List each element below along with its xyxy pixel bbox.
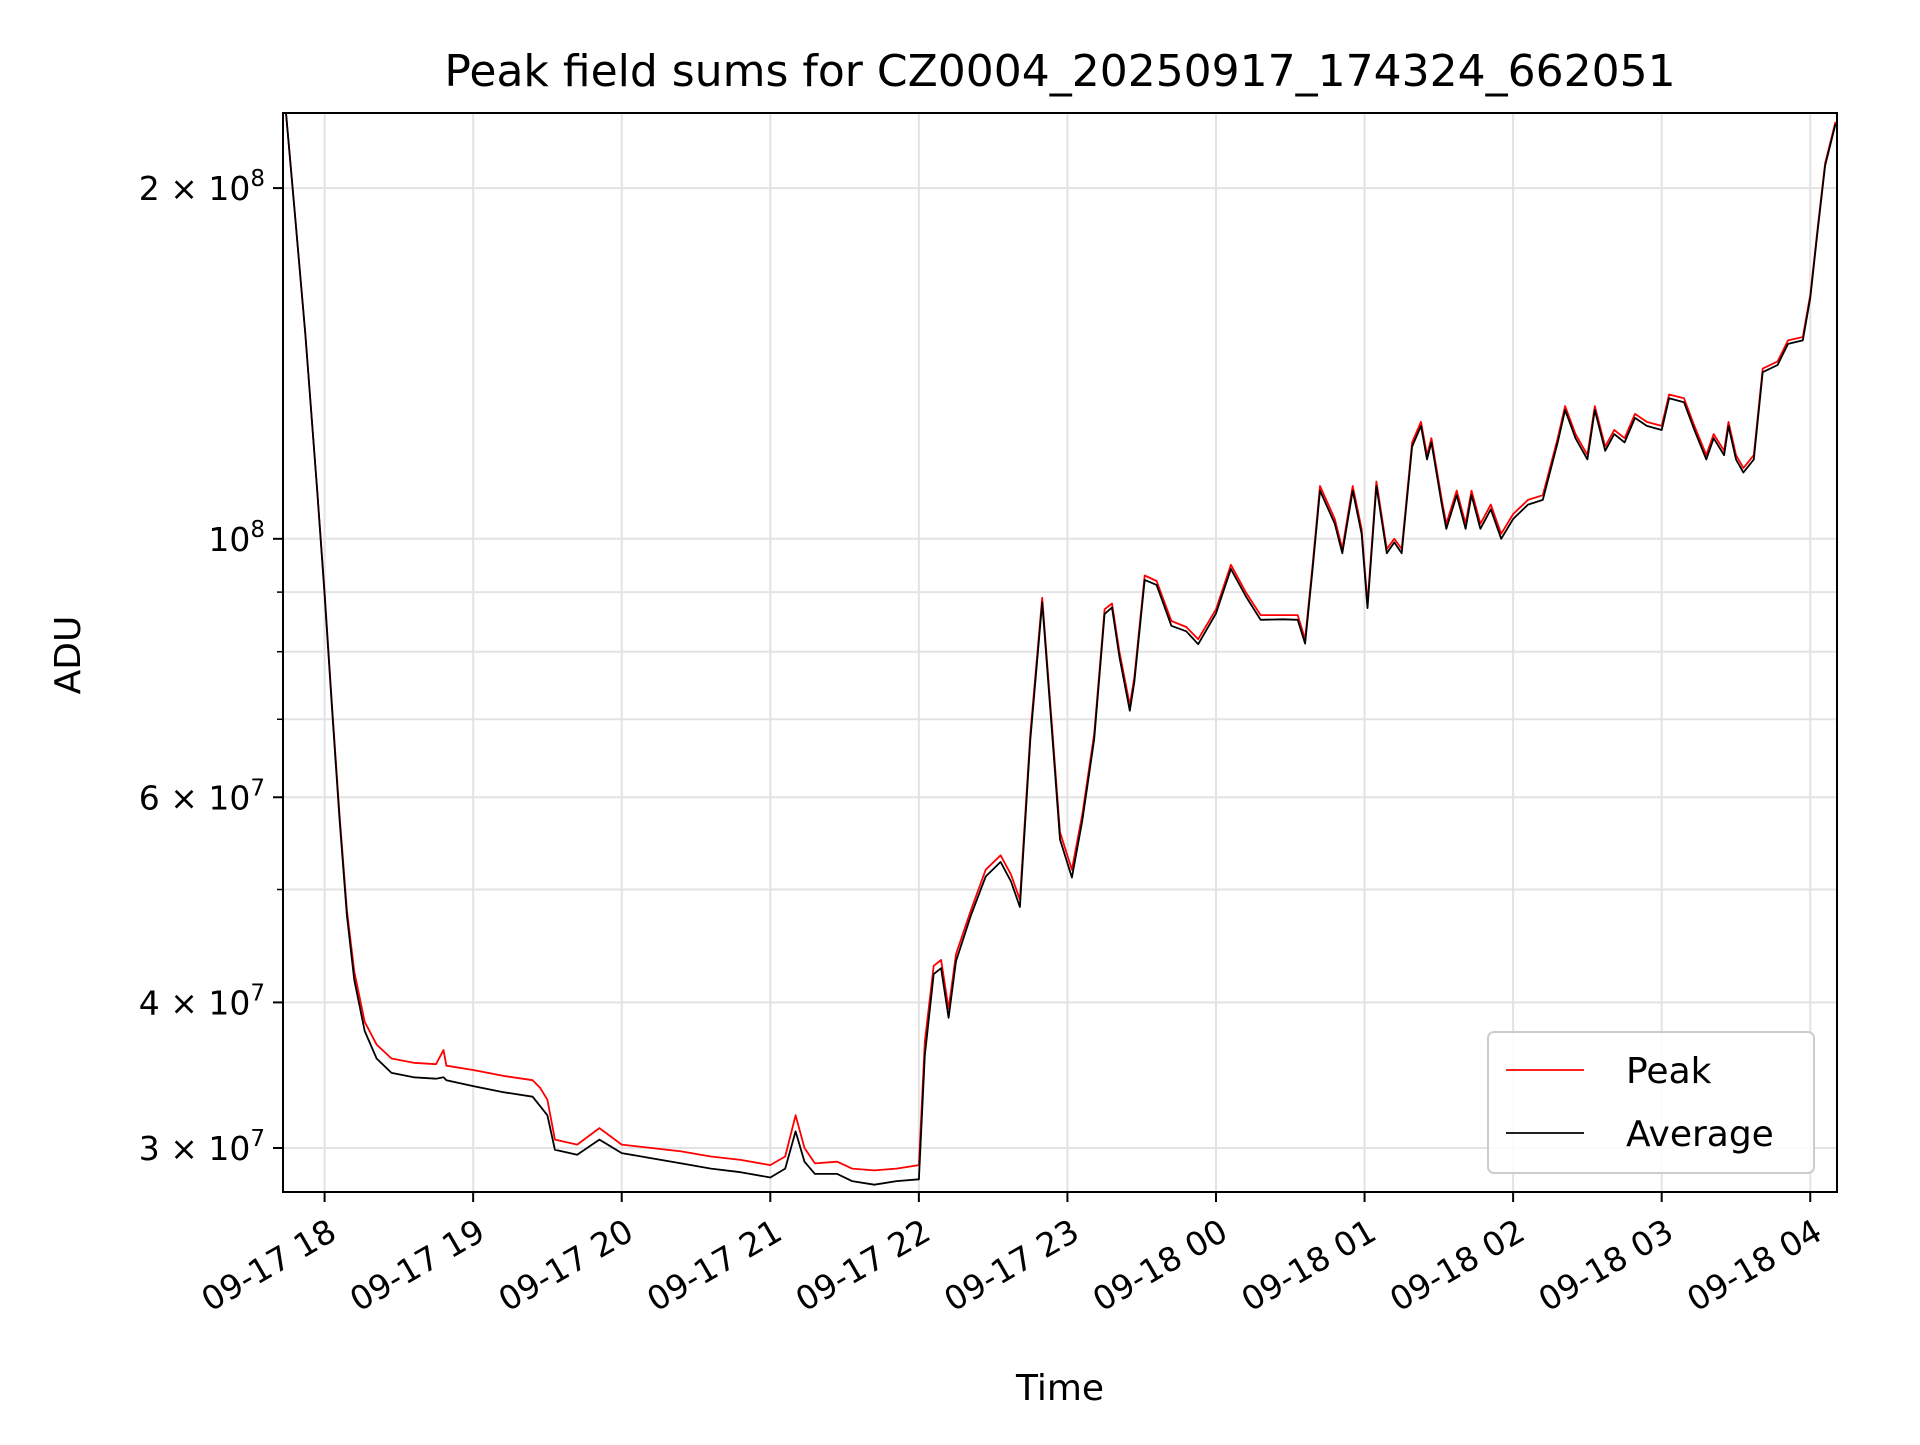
y-tick-label: 4 × 107	[139, 980, 265, 1022]
plot-frame	[282, 112, 1838, 1193]
chart-title: Peak field sums for CZ0004_20250917_1743…	[444, 46, 1675, 97]
series-lines	[285, 112, 1837, 1186]
y-tick-label: 2 × 108	[139, 166, 265, 208]
legend: Peak Average	[1487, 1031, 1815, 1174]
y-tick-label: 108	[208, 517, 265, 559]
series-line-peak	[285, 112, 1837, 1172]
x-axis-label: Time	[1015, 1368, 1104, 1409]
legend-box	[1487, 1031, 1815, 1174]
y-axis: 3 × 107 4 × 107 6 × 107 108 2 × 108	[139, 166, 283, 1168]
x-tick-label: 09-17 23	[937, 1211, 1085, 1319]
x-tick-label: 09-17 22	[789, 1211, 937, 1319]
x-tick-label: 09-18 00	[1086, 1211, 1234, 1319]
y-tick-label: 3 × 107	[139, 1126, 265, 1168]
y-axis-label: ADU	[48, 616, 89, 695]
x-tick-label: 09-18 03	[1532, 1211, 1680, 1319]
x-tick-label: 09-18 04	[1680, 1211, 1828, 1319]
x-tick-label: 09-18 02	[1383, 1211, 1531, 1319]
grid	[283, 113, 1837, 1192]
x-tick-label: 09-17 21	[640, 1211, 788, 1319]
legend-label-peak: Peak	[1626, 1051, 1712, 1092]
x-tick-label: 09-17 20	[492, 1211, 640, 1319]
y-tick-label: 6 × 107	[139, 775, 265, 817]
x-tick-label: 09-17 19	[343, 1211, 491, 1319]
series-line-average	[285, 112, 1837, 1186]
x-tick-label: 09-18 01	[1235, 1211, 1383, 1319]
x-tick-label: 09-17 18	[195, 1211, 343, 1319]
x-axis: 09-17 18 09-17 19 09-17 20 09-17 21 09-17 22…	[195, 1192, 1828, 1319]
legend-label-average: Average	[1626, 1114, 1774, 1155]
